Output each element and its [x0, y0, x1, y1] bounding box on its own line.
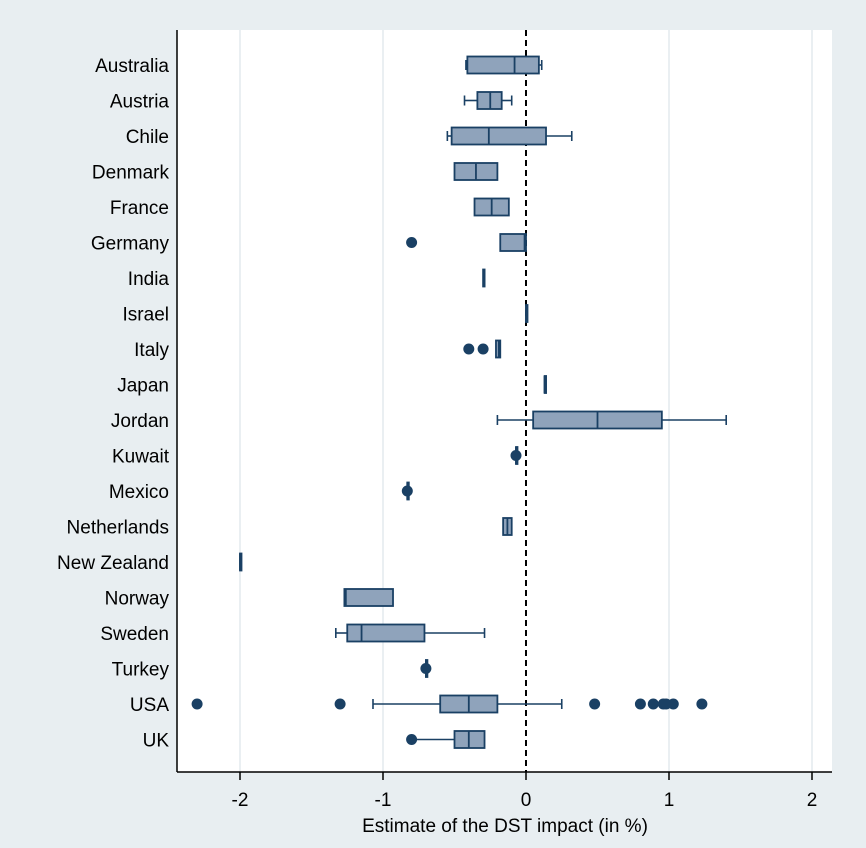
- category-label: Australia: [95, 56, 169, 77]
- box-chile: [446, 126, 573, 146]
- box-italy: [463, 339, 502, 359]
- category-label: Jordan: [111, 411, 169, 432]
- outlier-point: [696, 698, 708, 710]
- box-new-zealand: [239, 552, 243, 572]
- box-usa: [191, 694, 708, 714]
- box-israel: [525, 304, 529, 323]
- x-tick-label: 2: [807, 790, 818, 811]
- x-tick-label: 1: [664, 790, 675, 811]
- outlier-point: [477, 343, 489, 355]
- category-label: France: [110, 198, 169, 219]
- outlier-point: [634, 698, 646, 710]
- category-label: USA: [130, 695, 169, 716]
- box-mexico: [401, 481, 413, 501]
- outlier-point: [191, 698, 203, 710]
- category-labels: Australia Austria Chile Denmark France German…: [57, 56, 170, 752]
- outlier-point: [647, 698, 659, 710]
- box-uk: [406, 730, 486, 749]
- x-tick-label: 0: [521, 790, 532, 811]
- box-sweden: [335, 623, 486, 643]
- box-germany: [406, 233, 527, 252]
- category-label: New Zealand: [57, 553, 169, 574]
- category-label: Germany: [91, 234, 170, 255]
- category-label: Sweden: [100, 624, 169, 645]
- gridlines: [239, 30, 813, 772]
- box-turkey: [420, 659, 432, 678]
- outlier-point: [589, 698, 601, 710]
- box-iqr: [346, 623, 426, 643]
- outlier-point: [334, 698, 346, 710]
- box-norway: [343, 588, 394, 607]
- box-australia: [465, 55, 543, 75]
- x-axis-title: Estimate of the DST impact (in %): [362, 816, 648, 837]
- category-label: Austria: [110, 92, 170, 113]
- box-denmark: [453, 162, 499, 181]
- box-iqr: [499, 233, 527, 252]
- plot-area: [177, 30, 832, 772]
- box-japan: [543, 375, 547, 394]
- x-tick-label: -1: [375, 790, 392, 811]
- boxes-group: [191, 55, 728, 749]
- box-kuwait: [510, 446, 522, 465]
- box-iqr: [466, 55, 540, 75]
- outlier-point: [667, 698, 679, 710]
- box-netherlands: [502, 517, 513, 536]
- category-label: Norway: [105, 589, 170, 610]
- category-label: UK: [143, 731, 170, 752]
- box-iqr: [450, 126, 547, 146]
- category-label: Mexico: [109, 482, 169, 503]
- outlier-point: [406, 237, 418, 248]
- x-tick-label: -2: [232, 790, 249, 811]
- category-label: Kuwait: [112, 447, 170, 468]
- box-india: [482, 268, 486, 288]
- x-axis-ticks: -2 -1 0 1 2: [232, 772, 818, 811]
- outlier-point: [406, 734, 418, 745]
- category-label: Israel: [123, 305, 169, 326]
- outlier-point: [420, 663, 432, 674]
- category-label: Chile: [126, 127, 169, 148]
- category-label: Italy: [134, 340, 169, 361]
- category-label: India: [128, 269, 170, 290]
- box-france: [473, 197, 510, 217]
- category-label: Netherlands: [67, 518, 169, 539]
- box-jordan: [496, 410, 728, 430]
- category-label: Denmark: [92, 163, 170, 184]
- category-label: Japan: [117, 376, 169, 397]
- box-austria: [463, 91, 513, 110]
- outlier-point: [510, 450, 522, 461]
- box-iqr: [343, 588, 394, 607]
- category-label: Turkey: [112, 660, 170, 681]
- outlier-point: [463, 343, 475, 355]
- outlier-point: [401, 485, 413, 497]
